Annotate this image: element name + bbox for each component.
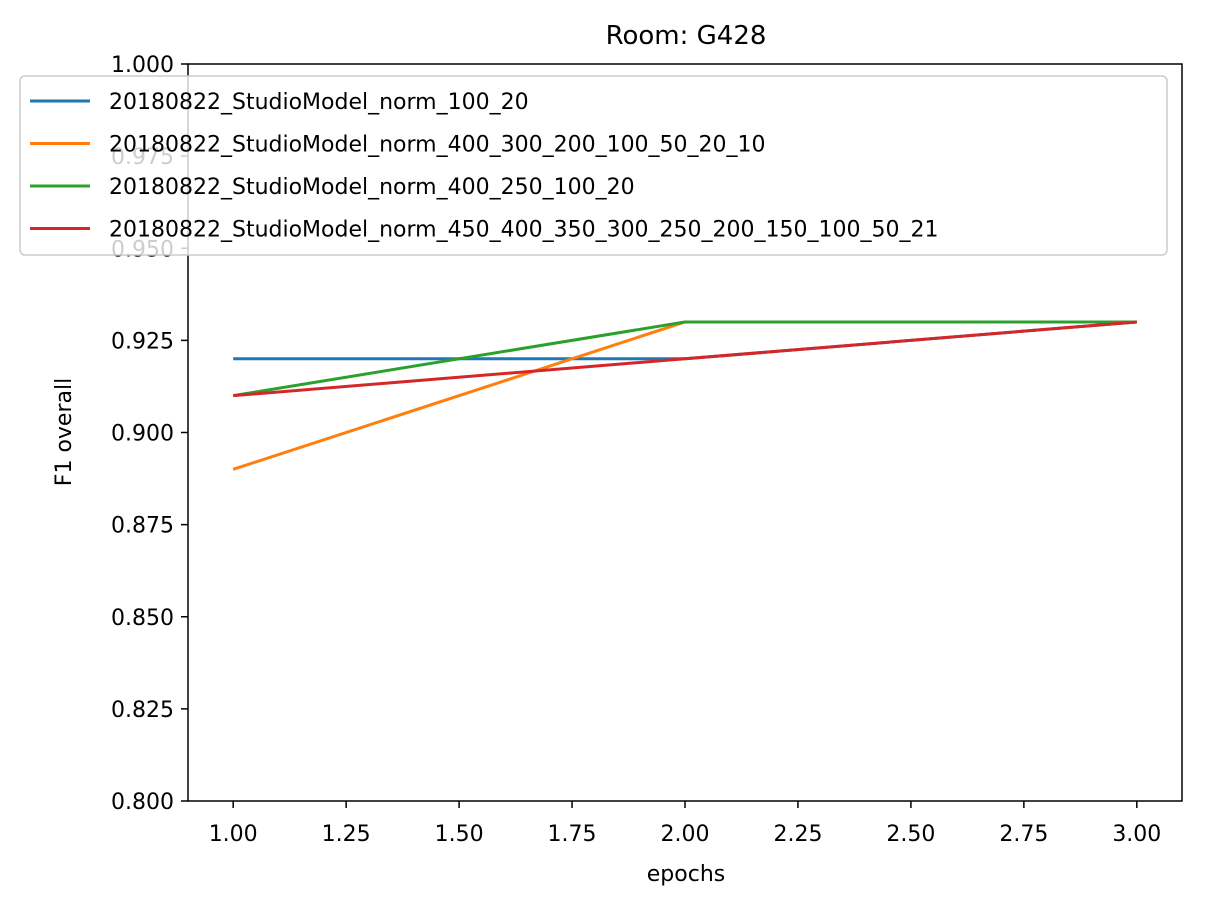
y-tick-label: 0.925 <box>111 329 174 354</box>
x-tick-label: 2.75 <box>999 822 1048 847</box>
chart-title: Room: G428 <box>606 21 767 51</box>
series-line-2 <box>232 320 1137 471</box>
series-line-1 <box>233 320 1137 361</box>
x-axis: 1.00 1.25 1.50 1.75 2.00 2.25 2.50 2.75 3.00 <box>209 801 1161 847</box>
y-tick-label: 0.900 <box>111 422 174 447</box>
plot-lines <box>232 320 1137 471</box>
x-tick-label: 1.75 <box>548 822 597 847</box>
x-tick-label: 1.25 <box>322 822 371 847</box>
y-tick-label: 0.850 <box>111 606 174 631</box>
y-axis-label: F1 overall <box>52 378 77 486</box>
legend-label-4: 20180822_StudioModel_norm_450_400_350_30… <box>109 218 939 243</box>
x-tick-label: 2.00 <box>661 822 710 847</box>
y-tick-label: 1.000 <box>111 53 174 78</box>
y-tick-label: 0.875 <box>111 514 174 539</box>
legend: 20180822_StudioModel_norm_100_20 20180822… <box>19 75 1168 256</box>
series-line-3 <box>232 320 1137 398</box>
x-tick-label: 2.50 <box>886 822 935 847</box>
legend-label-3: 20180822_StudioModel_norm_400_250_100_20 <box>109 175 635 200</box>
x-tick-label: 1.50 <box>435 822 484 847</box>
legend-label-2: 20180822_StudioModel_norm_400_300_200_10… <box>109 133 766 158</box>
x-tick-label: 3.00 <box>1112 822 1161 847</box>
y-tick-label: 0.825 <box>111 698 174 723</box>
legend-entries: 20180822_StudioModel_norm_100_20 20180822… <box>30 90 939 243</box>
x-axis-label: epochs <box>647 862 725 887</box>
x-tick-label: 1.00 <box>209 822 258 847</box>
series-line-4 <box>233 320 1137 398</box>
legend-box <box>19 75 1168 256</box>
legend-label-1: 20180822_StudioModel_norm_100_20 <box>109 90 529 115</box>
x-tick-label: 2.25 <box>773 822 822 847</box>
y-tick-label: 0.800 <box>111 790 174 815</box>
